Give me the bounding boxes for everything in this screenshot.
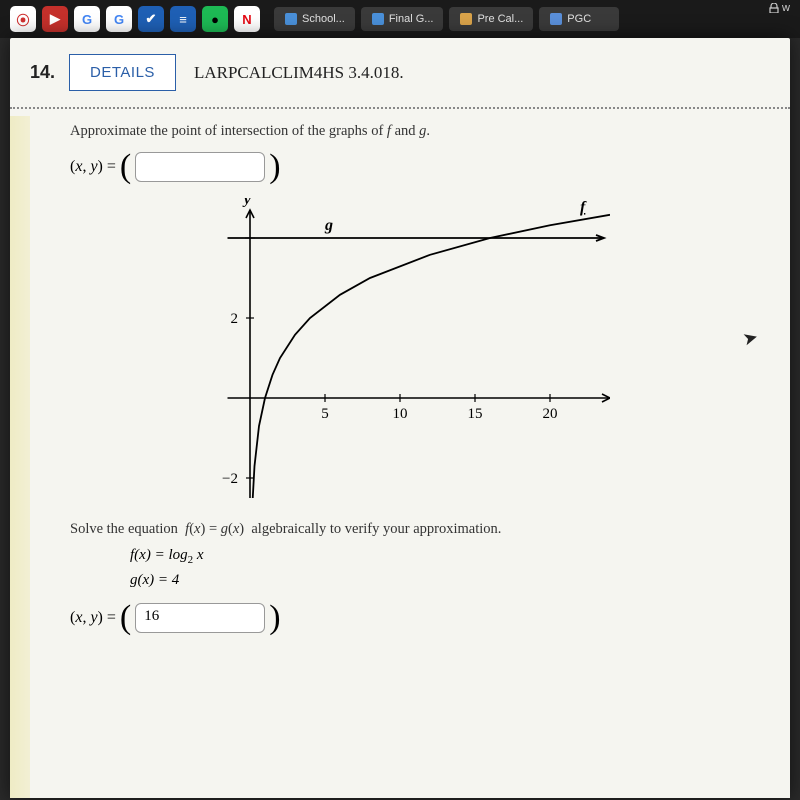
tab-pgc-label: PGC — [567, 13, 591, 25]
graph: 5101520−4−22yxgf — [190, 198, 780, 503]
svg-text:y: y — [242, 198, 251, 208]
svg-text:g: g — [324, 217, 333, 234]
tab-final-label: Final G... — [389, 13, 434, 25]
answer-prefix: (x, y) = — [70, 158, 116, 176]
answer-input-2[interactable]: 16 — [135, 603, 265, 633]
f-definition: f(x) = log2 x — [130, 544, 780, 569]
tab-precal-label: Pre Cal... — [477, 13, 523, 25]
paren-close: ) — [269, 150, 280, 184]
question-number: 14. — [30, 62, 55, 83]
check-icon[interactable]: ✔ — [138, 6, 164, 32]
answer-row-1: (x, y) = ( ) — [70, 150, 780, 184]
spotify-icon[interactable]: ● — [202, 6, 228, 32]
assignment-page: 14. DETAILS LARPCALCLIM4HS 3.4.018. Appr… — [10, 38, 790, 798]
answer-input-1[interactable] — [135, 152, 265, 182]
tab-precal[interactable]: Pre Cal... — [449, 7, 533, 31]
assignment-code: LARPCALCLIM4HS 3.4.018. — [194, 63, 404, 83]
tab-pgc-favicon — [549, 12, 563, 26]
tab-final[interactable]: Final G... — [361, 7, 444, 31]
youtube-icon[interactable]: ▶ — [42, 6, 68, 32]
paren-open-2: ( — [120, 601, 131, 635]
question-content: Approximate the point of intersection of… — [10, 109, 790, 659]
answer-prefix-2: (x, y) = — [70, 609, 116, 627]
svg-text:15: 15 — [468, 406, 483, 422]
instruction-text: Approximate the point of intersection of… — [70, 123, 780, 140]
paren-open: ( — [120, 150, 131, 184]
svg-text:20: 20 — [543, 406, 558, 422]
google-icon-1[interactable]: G — [74, 6, 100, 32]
g-definition: g(x) = 4 — [130, 569, 780, 592]
svg-text:−2: −2 — [222, 471, 238, 487]
tab-final-favicon — [371, 12, 385, 26]
solve-instruction: Solve the equation f(x) = g(x) algebraic… — [70, 521, 780, 538]
question-header: 14. DETAILS LARPCALCLIM4HS 3.4.018. — [10, 38, 790, 101]
screenshot-icon[interactable]: ⦿ — [10, 6, 36, 32]
lock-label: w — [782, 2, 790, 14]
tab-school-label: School... — [302, 13, 345, 25]
details-button[interactable]: DETAILS — [69, 54, 176, 91]
chart-svg: 5101520−4−22yxgf — [190, 198, 610, 498]
tab-precal-favicon — [459, 12, 473, 26]
lock-icon — [769, 3, 779, 13]
list-icon[interactable]: ≡ — [170, 6, 196, 32]
mac-taskbar: ⦿▶GG✔≡●N School...Final G...Pre Cal...PG… — [0, 0, 800, 38]
paren-close-2: ) — [269, 601, 280, 635]
answer-row-2: (x, y) = ( 16 ) — [70, 601, 780, 635]
margin-highlight — [10, 116, 30, 798]
tab-school[interactable]: School... — [274, 7, 355, 31]
google-icon-2[interactable]: G — [106, 6, 132, 32]
tab-pgc[interactable]: PGC — [539, 7, 619, 31]
url-lock: w — [769, 2, 790, 14]
svg-text:5: 5 — [321, 406, 329, 422]
tab-school-favicon — [284, 12, 298, 26]
svg-text:f: f — [580, 199, 587, 216]
svg-text:2: 2 — [231, 311, 239, 327]
svg-text:10: 10 — [393, 406, 408, 422]
netflix-icon[interactable]: N — [234, 6, 260, 32]
